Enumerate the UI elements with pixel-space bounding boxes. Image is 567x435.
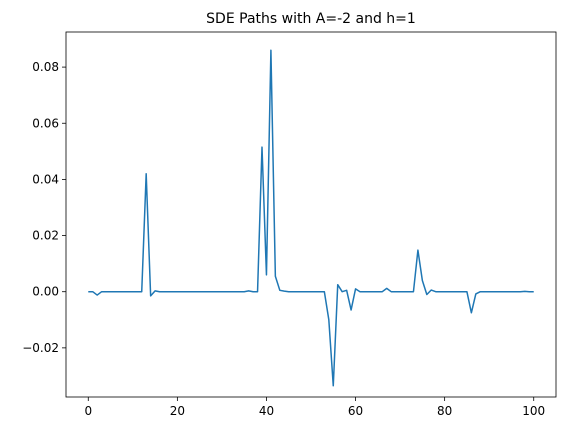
x-tick-label: 80 — [437, 404, 452, 418]
x-tick-label: 40 — [259, 404, 274, 418]
series-layer — [88, 49, 534, 387]
x-tick-label: 60 — [348, 404, 363, 418]
x-tick-label: 100 — [522, 404, 545, 418]
y-tick-label: 0.02 — [32, 229, 59, 243]
y-tick-label: 0.06 — [32, 116, 59, 130]
series-line — [88, 49, 534, 387]
y-axis: −0.02 0.00 0.02 0.04 0.06 0.08 — [22, 60, 66, 355]
y-tick-label: 0.08 — [32, 60, 59, 74]
x-tick-label: 20 — [170, 404, 185, 418]
y-tick-label: 0.04 — [32, 172, 59, 186]
y-tick-label: −0.02 — [22, 341, 59, 355]
y-tick-label: 0.00 — [32, 285, 59, 299]
chart-title: SDE Paths with A=-2 and h=1 — [206, 11, 416, 27]
plot-area — [65, 31, 557, 398]
x-axis: 0 20 40 60 80 100 — [84, 397, 545, 418]
x-tick-label: 0 — [84, 404, 92, 418]
